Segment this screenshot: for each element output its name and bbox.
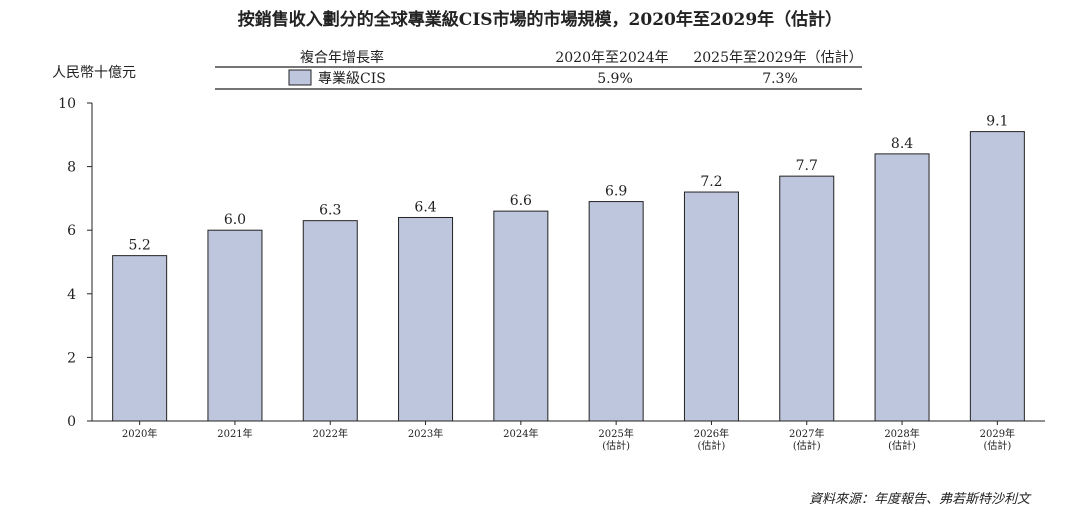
bar (969, 131, 1025, 422)
value-labels-group: 5.2 6.0 6.3 6.4 6.6 6.9 7.2 7.7 8.4 9.1 (129, 114, 1009, 254)
chart-title: 按銷售收入劃分的全球專業級CIS市場的市場規模，2020年至2029年（估計） (238, 9, 842, 30)
x-tick-label: 2024年 (503, 427, 538, 440)
bar-value-label: 5.2 (129, 238, 151, 254)
bar-value-label: 7.7 (796, 158, 818, 174)
legend-series-label: 專業級CIS (318, 71, 386, 87)
bar-value-label: 6.6 (510, 193, 532, 209)
y-tick-label: 10 (58, 96, 76, 112)
bar (779, 175, 835, 422)
bar-value-label: 6.3 (319, 203, 341, 219)
legend-swatch (288, 69, 312, 86)
cagr-legend-table: 複合年增長率 2020年至2024年 2025年至2029年（估計） 專業級CI… (215, 49, 863, 90)
y-tick-label: 8 (67, 160, 76, 176)
bar (683, 191, 739, 422)
bar (398, 216, 454, 422)
x-tick-label: 2022年 (313, 427, 348, 440)
bar (207, 229, 263, 422)
source-note: 資料來源：年度報告、弗若斯特沙利文 (809, 491, 1032, 507)
x-tick-label: 2028年 (884, 427, 919, 440)
bar-value-label: 9.1 (986, 114, 1008, 130)
bars-group (112, 131, 1025, 422)
x-tick-label: 2021年 (217, 427, 252, 440)
y-tick-label: 0 (67, 414, 76, 430)
x-tick-label: 2026年 (694, 427, 729, 440)
cagr-header: 複合年增長率 (300, 49, 384, 66)
y-tick-label: 2 (67, 350, 76, 366)
x-tick-label: (估計) (698, 439, 726, 452)
bar (588, 201, 644, 422)
cagr-col2-header: 2025年至2029年（估計） (693, 50, 862, 66)
x-tick-label: 2025年 (598, 427, 633, 440)
bar (112, 255, 168, 422)
x-tick-label: (估計) (983, 439, 1011, 452)
x-tick-label: (估計) (793, 439, 821, 452)
x-tick-label: 2029年 (980, 427, 1015, 440)
bar (493, 210, 549, 422)
y-axis: 0 2 4 6 8 10 (58, 96, 93, 430)
bar-value-label: 8.4 (891, 136, 913, 152)
bar-value-label: 6.9 (605, 184, 627, 200)
x-tick-labels-group: 2020年 2021年 2022年 2023年 2024年 2025年(估計)2026年(… (122, 421, 1015, 452)
x-tick-label: (估計) (602, 439, 630, 452)
x-tick-label: 2027年 (789, 427, 824, 440)
bar-value-label: 7.2 (700, 174, 722, 190)
cagr-col1-header: 2020年至2024年 (555, 50, 668, 66)
cagr-col1-value: 5.9% (597, 71, 633, 87)
y-tick-label: 4 (67, 287, 76, 303)
x-tick-label: (估計) (888, 439, 916, 452)
y-axis-unit-label: 人民幣十億元 (52, 65, 136, 81)
x-tick-label: 2023年 (408, 427, 443, 440)
bar-value-label: 6.0 (224, 212, 246, 228)
bar (302, 220, 358, 422)
cagr-col2-value: 7.3% (762, 71, 798, 87)
bar-value-label: 6.4 (414, 199, 436, 215)
x-tick-label: 2020年 (122, 427, 157, 440)
bar (874, 153, 930, 422)
y-tick-label: 6 (67, 223, 76, 239)
